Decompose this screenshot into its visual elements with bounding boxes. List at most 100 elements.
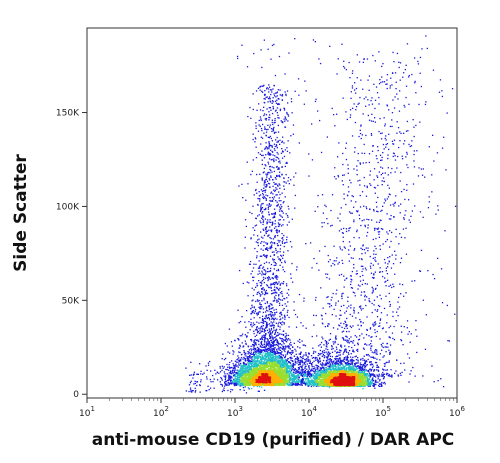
- scatter-point: [215, 373, 217, 375]
- scatter-point: [377, 370, 380, 372]
- scatter-point: [273, 360, 275, 362]
- scatter-point: [306, 360, 308, 362]
- scatter-point: [271, 221, 274, 223]
- scatter-point: [268, 308, 271, 311]
- scatter-point: [301, 374, 304, 377]
- scatter-point: [247, 183, 249, 185]
- scatter-point: [289, 366, 291, 368]
- scatter-point: [321, 355, 323, 357]
- scatter-point: [360, 324, 362, 327]
- scatter-point: [288, 316, 290, 319]
- scatter-point: [287, 382, 289, 384]
- scatter-point: [331, 368, 333, 370]
- scatter-point: [261, 280, 264, 282]
- scatter-point: [265, 173, 267, 175]
- scatter-point: [297, 373, 300, 376]
- scatter-point: [277, 103, 279, 105]
- scatter-point: [280, 360, 282, 362]
- scatter-point: [268, 136, 270, 139]
- scatter-point: [354, 82, 356, 84]
- scatter-point: [266, 184, 268, 186]
- scatter-point: [327, 323, 329, 325]
- scatter-point: [374, 229, 376, 231]
- scatter-point: [271, 307, 273, 309]
- scatter-point: [295, 361, 297, 363]
- scatter-point: [275, 187, 277, 189]
- scatter-point: [347, 352, 349, 354]
- scatter-point: [350, 326, 353, 329]
- scatter-point: [375, 335, 377, 338]
- scatter-point: [285, 335, 287, 337]
- scatter-point: [225, 357, 227, 360]
- scatter-point: [264, 329, 266, 332]
- scatter-point: [262, 211, 264, 213]
- scatter-point: [265, 186, 267, 188]
- scatter-point: [282, 121, 284, 124]
- scatter-point: [362, 279, 364, 281]
- scatter-point: [274, 337, 276, 339]
- scatter-point: [377, 176, 379, 178]
- scatter-point: [256, 329, 259, 331]
- scatter-point: [276, 230, 279, 232]
- scatter-point: [280, 322, 282, 325]
- scatter-point: [398, 146, 400, 149]
- scatter-point: [262, 85, 264, 87]
- scatter-point: [359, 280, 362, 282]
- scatter-point: [387, 279, 389, 281]
- scatter-point: [192, 377, 194, 379]
- scatter-point: [282, 254, 284, 256]
- scatter-point: [353, 219, 355, 221]
- scatter-point: [379, 219, 381, 221]
- scatter-point: [268, 153, 270, 155]
- scatter-point: [385, 331, 387, 333]
- scatter-point: [207, 362, 210, 364]
- scatter-point: [342, 337, 344, 339]
- scatter-point: [281, 333, 283, 335]
- scatter-point: [315, 371, 317, 373]
- scatter-point: [312, 375, 314, 377]
- scatter-point: [269, 107, 271, 109]
- scatter-point: [298, 369, 300, 371]
- scatter-point: [390, 369, 392, 371]
- scatter-point: [285, 341, 288, 343]
- scatter-point: [390, 218, 392, 220]
- scatter-point: [284, 242, 286, 244]
- scatter-point: [247, 366, 249, 368]
- scatter-point: [353, 369, 355, 371]
- scatter-point: [403, 217, 405, 219]
- scatter-point: [306, 382, 308, 385]
- scatter-point: [320, 373, 322, 375]
- scatter-point: [299, 347, 301, 349]
- scatter-point: [409, 341, 411, 343]
- scatter-point: [404, 68, 406, 71]
- scatter-point: [278, 103, 281, 105]
- scatter-point: [238, 372, 240, 374]
- scatter-point: [374, 259, 376, 261]
- scatter-point: [274, 74, 277, 77]
- scatter-point: [258, 103, 260, 105]
- scatter-point: [278, 349, 280, 351]
- scatter-point: [256, 358, 259, 360]
- scatter-point: [384, 172, 386, 174]
- scatter-point: [273, 359, 275, 361]
- scatter-point: [387, 374, 389, 377]
- scatter-point: [394, 372, 396, 374]
- scatter-point: [345, 350, 347, 352]
- scatter-point: [266, 129, 268, 131]
- scatter-point: [270, 128, 273, 130]
- scatter-point: [372, 377, 374, 379]
- scatter-point: [329, 364, 331, 366]
- scatter-point: [311, 380, 314, 382]
- scatter-point: [345, 325, 348, 327]
- scatter-point: [357, 152, 359, 155]
- scatter-point: [274, 121, 276, 124]
- scatter-point: [398, 306, 401, 308]
- scatter-point: [387, 157, 389, 160]
- scatter-point: [263, 113, 266, 115]
- scatter-point: [260, 358, 262, 361]
- scatter-point: [295, 350, 297, 352]
- scatter-point: [269, 100, 271, 102]
- scatter-point: [272, 179, 274, 181]
- scatter-point: [342, 365, 344, 367]
- scatter-point: [390, 77, 392, 79]
